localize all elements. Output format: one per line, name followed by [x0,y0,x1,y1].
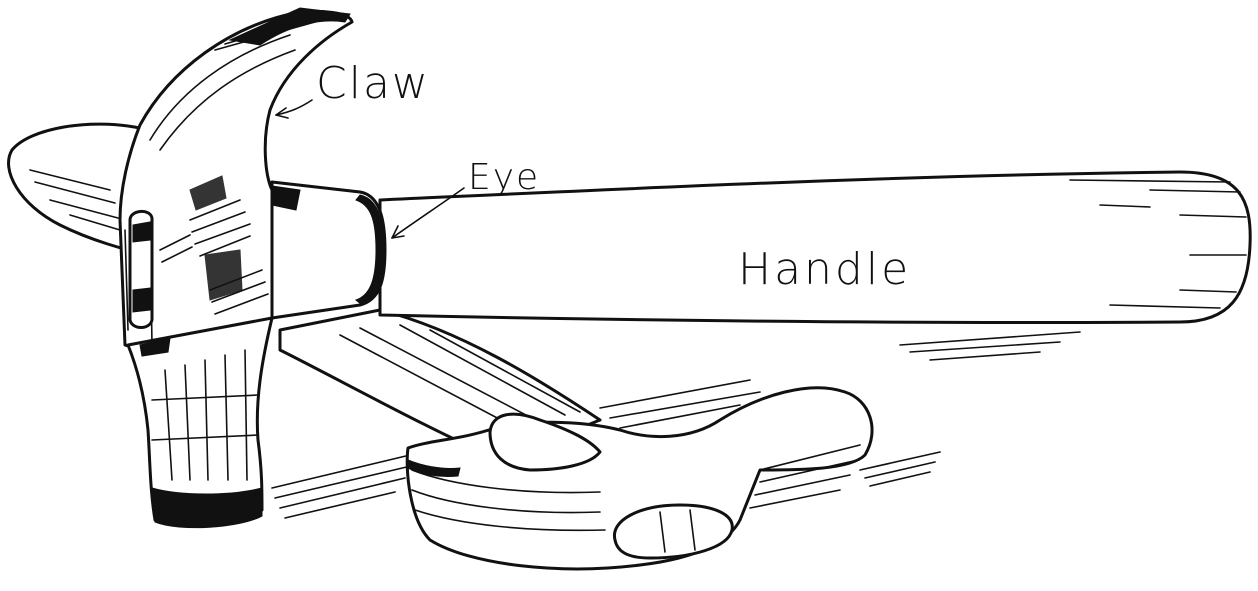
eye-leader-arrow [391,225,405,239]
front-hammer-head [118,7,354,357]
eye-leader-line [391,187,465,239]
eye-label: Eye [468,157,541,198]
front-hammer-handle [378,170,1252,325]
claw-label: Claw [316,58,430,109]
back-hammer-handle-end [7,122,152,257]
claw-leader-arrow [275,107,289,119]
ground-shadow-hatching [271,331,1081,519]
front-hammer-eye-block [270,180,387,320]
claw-leader-line [275,99,313,116]
leader-lines [275,99,465,239]
back-hammer-head [405,386,874,571]
front-hammer-neck-face [126,316,274,529]
handle-label: Handle [738,244,912,295]
